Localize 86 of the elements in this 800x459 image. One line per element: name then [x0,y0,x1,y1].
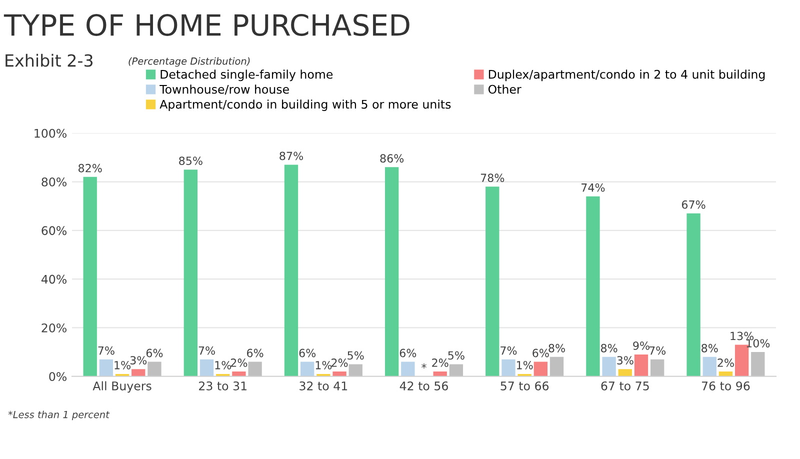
data-label: 1% [114,360,130,370]
data-label: 7% [649,346,666,355]
data-label: 67% [682,200,706,209]
text: * [422,363,426,368]
bar [300,362,314,376]
data-label: 1% [215,360,232,370]
bar [718,372,733,376]
bar [751,352,765,376]
bar [401,362,415,376]
y-tick-label: 20% [42,323,66,332]
data-label: 9% [633,341,650,350]
legend-label: Townhouse/row house [160,84,289,95]
bar [618,369,632,376]
bar [502,359,516,376]
data-label: 8% [702,344,718,352]
bar [284,164,298,376]
data-label: 10% [746,339,770,348]
legend-label: Other [488,84,522,94]
y-tick-label: 60% [42,226,66,236]
data-label: 87% [280,152,303,160]
bar [602,356,616,376]
data-label: 78% [480,174,504,182]
y-tick-label: 0% [49,372,66,382]
bar [332,372,346,376]
bar [586,196,600,376]
data-label: 6% [146,348,163,358]
bar [348,364,362,376]
bar [534,362,548,376]
text: (Percentage Distribution) [128,57,250,67]
bar [384,167,399,376]
bar [449,364,464,376]
data-label: 8% [600,344,618,352]
data-label: 82% [78,164,102,172]
data-label: 13% [730,332,754,340]
x-tick-label: 23 to 31 [199,381,246,390]
data-label: 6% [247,348,264,358]
y-tick-label: 100% [34,128,66,138]
bar [702,356,716,376]
chart-title: TYPE OF HOME PURCHASED [4,14,410,36]
data-label: 85% [179,156,202,166]
bar [634,354,648,376]
y-tick-label: 40% [41,274,66,284]
bar [148,362,162,376]
data-label: 1% [316,360,332,370]
data-label: 8% [548,344,565,352]
chart-subtitle: Exhibit 2-3 [6,54,93,67]
bar [132,369,146,376]
bar [486,186,500,376]
bar [232,372,246,376]
data-label: 3% [617,356,634,364]
data-label: 5% [448,351,464,360]
data-label: 6% [299,348,316,358]
data-label: 2% [332,358,348,367]
bar [433,372,447,376]
bar [650,359,664,376]
data-label: 2% [718,358,734,367]
data-label: 2% [432,358,448,367]
bar [550,356,564,376]
data-label: 1% [516,360,533,370]
legend-label: Detached single-family home [160,70,333,82]
data-label: 3% [130,356,147,364]
x-tick-label: 32 to 41 [300,381,348,390]
x-tick-label: All Buyers [92,381,152,393]
data-label: 86% [380,154,404,163]
text: *Less than 1 percent [8,410,110,420]
x-tick-label: 76 to 96 [702,381,750,390]
legend-label: Apartment/condo in building with 5 or more units [160,100,451,112]
x-tick-label: 57 to 66 [500,381,549,390]
data-label: 6% [532,348,549,358]
bar [184,170,198,376]
data-label: 7% [198,346,215,355]
y-tick-label: 80% [42,177,66,186]
data-label: 74% [582,183,605,192]
bar [83,176,97,376]
data-label: 7% [500,346,517,355]
data-label: 6% [400,348,416,358]
x-tick-label: 67 to 75 [601,381,649,390]
x-tick-label: 42 to 56 [400,381,448,390]
data-label: 7% [98,346,114,355]
bar [686,213,700,376]
bar [99,359,114,376]
bar [248,362,262,376]
bar [200,359,214,376]
data-label: 5% [348,351,364,360]
legend-label: Duplex/apartment/condo in 2 to 4 unit building [488,70,765,82]
data-label: 2% [230,358,248,367]
